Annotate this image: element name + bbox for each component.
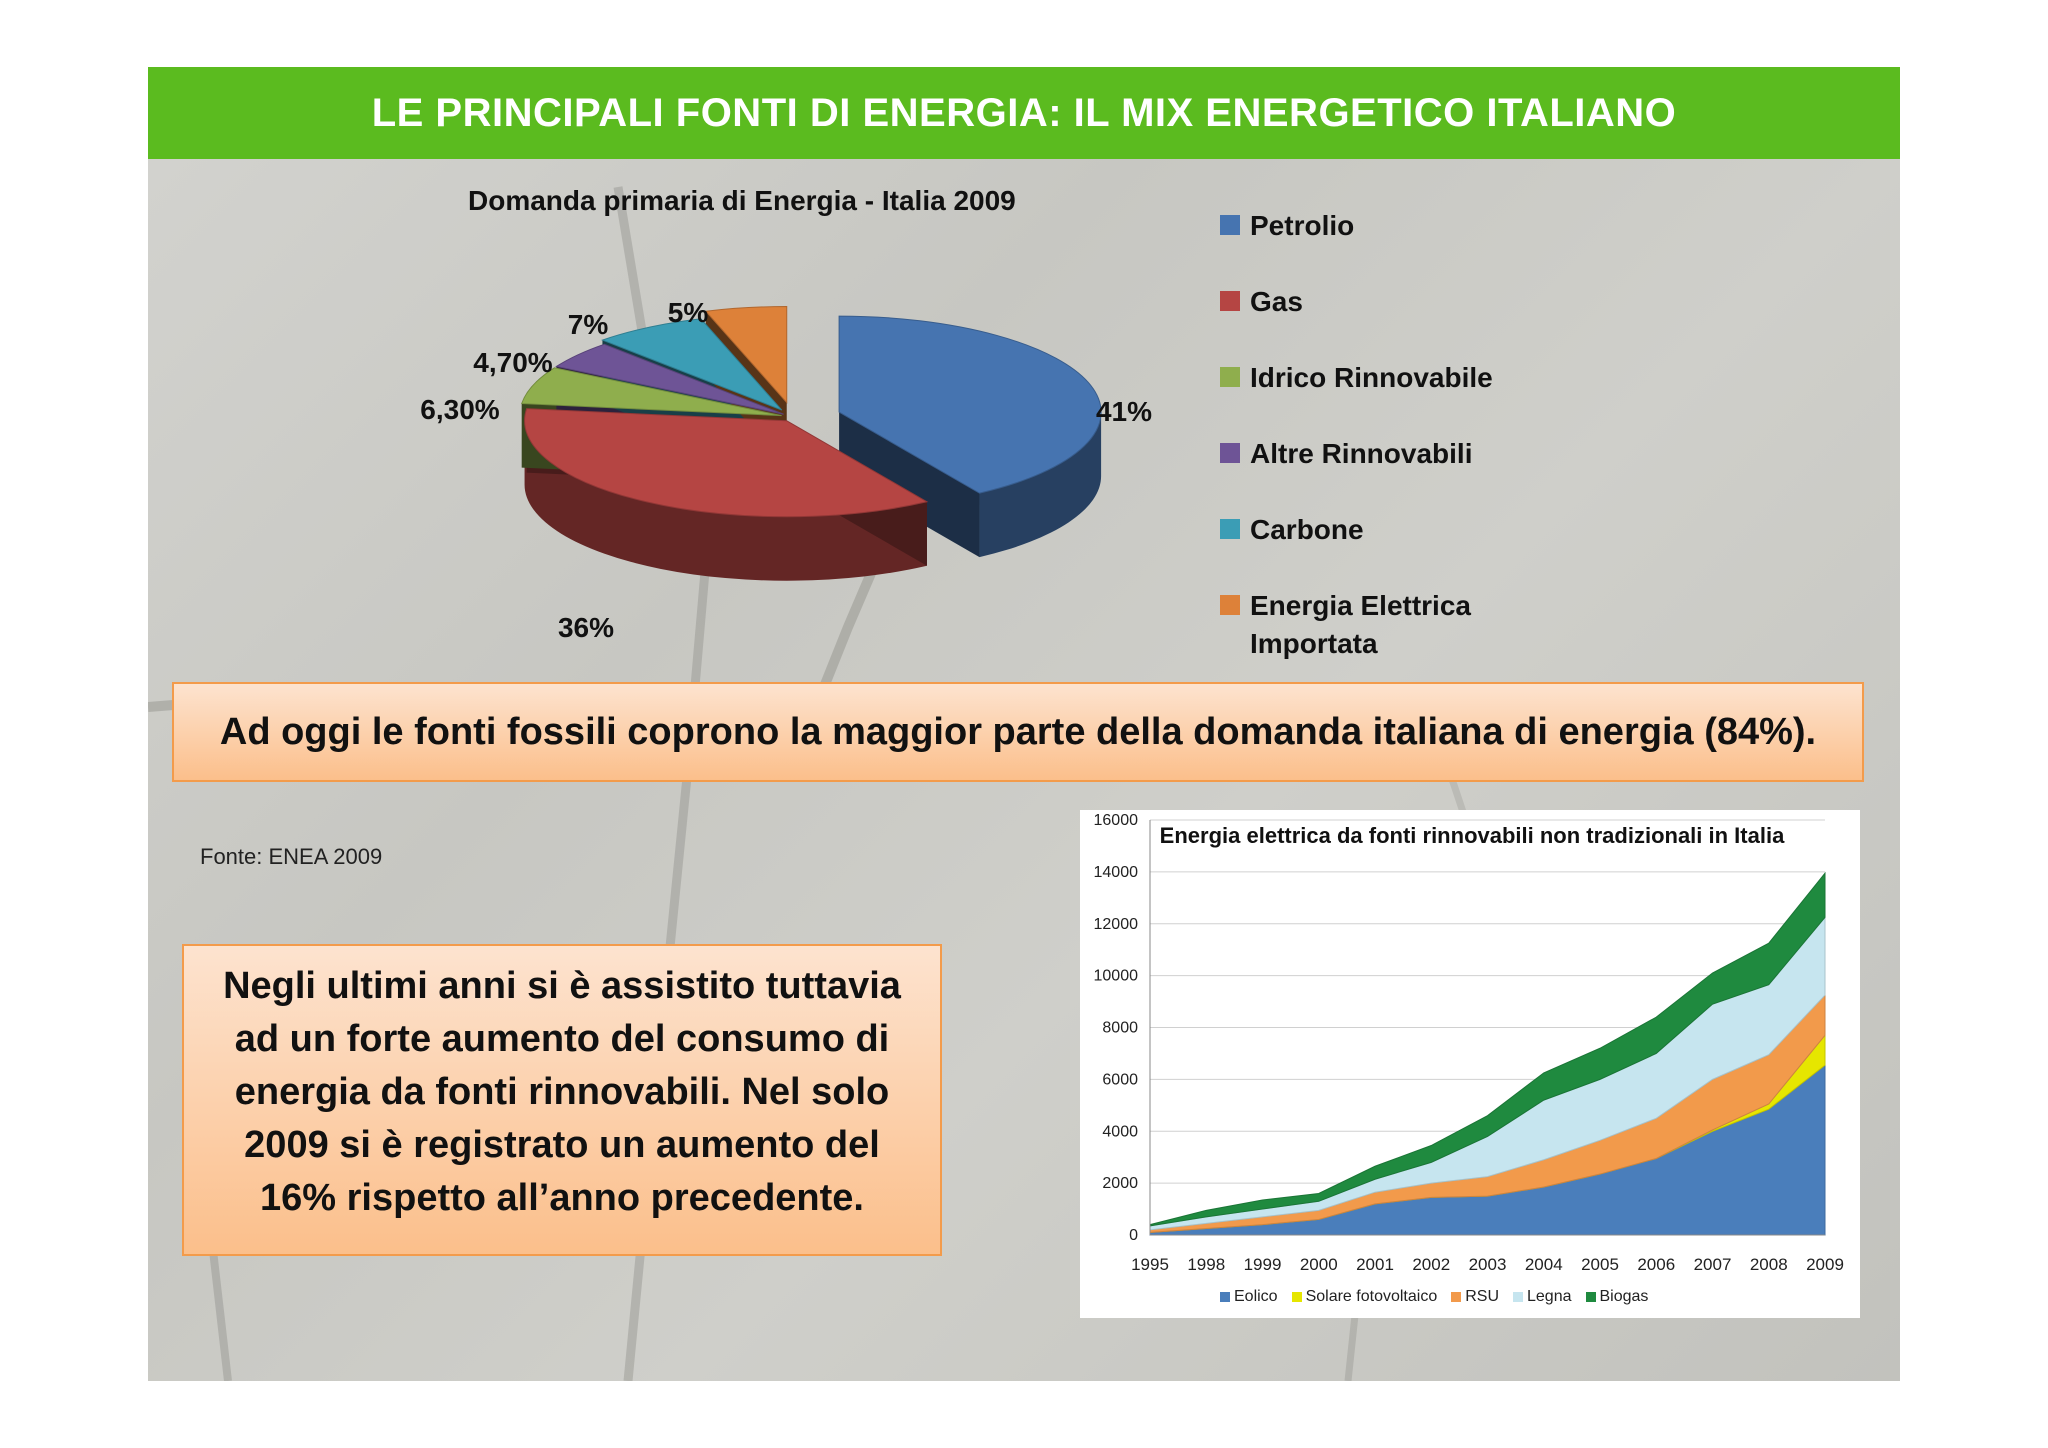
pie-slice-label: 7% <box>568 309 609 340</box>
pie-slice-label: 36% <box>558 612 614 643</box>
x-tick-label: 1995 <box>1131 1255 1169 1274</box>
area-legend-label: Biogas <box>1599 1288 1649 1305</box>
pie-slice-wall <box>839 412 980 558</box>
x-tick-label: 2003 <box>1469 1255 1507 1274</box>
pie-slice <box>520 367 782 417</box>
area-legend-item: Eolico <box>1220 1288 1278 1306</box>
legend-item: Energia Elettrica Importata <box>1220 587 1530 663</box>
pie-chart-title: Domanda primaria di Energia - Italia 200… <box>468 185 1016 216</box>
x-tick-label: 2007 <box>1694 1255 1732 1274</box>
y-tick-label: 6000 <box>1102 1071 1138 1088</box>
y-tick-label: 10000 <box>1094 968 1139 985</box>
y-tick-label: 2000 <box>1102 1175 1138 1192</box>
area-chart-legend: Eolico Solare fotovoltaico RSU Legna Biogas <box>1220 1288 1648 1306</box>
legend-item: Gas <box>1220 283 1530 321</box>
area-legend-swatch <box>1291 1292 1302 1302</box>
legend-swatch <box>1220 595 1240 615</box>
area-legend-swatch <box>1585 1292 1596 1302</box>
pie-slice-side <box>979 412 1102 558</box>
pie-slice-label: 6,30% <box>420 394 499 425</box>
y-tick-label: 0 <box>1129 1227 1138 1244</box>
legend-label: Carbone <box>1250 514 1364 545</box>
source-note: Fonte: ENEA 2009 <box>200 844 383 869</box>
y-tick-label: 4000 <box>1102 1123 1138 1140</box>
pie-slice <box>838 315 1102 494</box>
pie-slice-label: 4,70% <box>473 347 552 378</box>
area-legend-swatch <box>1220 1292 1230 1302</box>
legend-swatch <box>1220 519 1240 539</box>
legend-label: Altre Rinnovabili <box>1250 438 1473 469</box>
pie-slice <box>600 318 783 411</box>
legend-swatch <box>1220 367 1240 387</box>
renewables-callout: Negli ultimi anni si è assistito tuttavi… <box>182 944 942 1256</box>
pie-slice <box>555 343 784 415</box>
x-tick-label: 2000 <box>1300 1255 1338 1274</box>
area-chart-plot: 0 2000 4000 6000 8000 10000 12000 14000 16000 199… <box>1094 812 1844 1274</box>
legend-label: Petrolio <box>1250 210 1355 241</box>
legend-swatch <box>1220 443 1240 463</box>
legend-label: Idrico Rinnovabile <box>1250 362 1493 393</box>
area-legend-swatch <box>1451 1292 1462 1302</box>
pie-slice-label: 41% <box>1096 396 1152 427</box>
x-tick-label: 1998 <box>1187 1255 1225 1274</box>
fossil-callout: Ad oggi le fonti fossili coprono la magg… <box>172 682 1864 782</box>
x-tick-label: 2001 <box>1356 1255 1394 1274</box>
x-tick-label: 2004 <box>1525 1255 1563 1274</box>
legend-item: Carbone <box>1220 511 1530 549</box>
area-legend-label: Eolico <box>1234 1288 1278 1305</box>
slide: LE PRINCIPALI FONTI DI ENERGIA: IL MIX E… <box>148 67 1900 1381</box>
area-legend-item: Biogas <box>1585 1288 1649 1306</box>
pie-slice <box>524 408 929 518</box>
area-chart-title: Energia elettrica da fonti rinnovabili n… <box>1159 823 1785 848</box>
y-tick-label: 8000 <box>1102 1020 1138 1037</box>
page-title: LE PRINCIPALI FONTI DI ENERGIA: IL MIX E… <box>371 90 1677 135</box>
legend-item: Idrico Rinnovabile <box>1220 359 1530 397</box>
area-series <box>1149 871 1826 1227</box>
area-legend-item: Solare fotovoltaico <box>1291 1288 1438 1306</box>
legend-item: Petrolio <box>1220 207 1530 245</box>
x-tick-label: 2005 <box>1581 1255 1619 1274</box>
area-legend-item: Legna <box>1513 1288 1572 1306</box>
area-legend-label: Solare fotovoltaico <box>1305 1288 1438 1305</box>
legend-label: Energia Elettrica Importata <box>1250 590 1471 659</box>
x-tick-label: 2008 <box>1750 1255 1788 1274</box>
legend-label: Gas <box>1250 286 1303 317</box>
y-tick-label: 12000 <box>1094 916 1139 933</box>
legend-swatch <box>1220 215 1240 235</box>
pie-chart: 41% 36% 6,30% 4,70% 7% 5% <box>420 297 1152 643</box>
y-tick-label: 16000 <box>1094 812 1139 829</box>
legend-item: Altre Rinnovabili <box>1220 435 1530 473</box>
area-legend-label: RSU <box>1465 1288 1499 1305</box>
pie-slice-label: 5% <box>668 297 709 328</box>
x-tick-label: 1999 <box>1244 1255 1282 1274</box>
area-legend-label: Legna <box>1527 1288 1572 1305</box>
pie-slice-side <box>524 420 927 581</box>
area-legend-item: RSU <box>1451 1288 1499 1306</box>
x-tick-label: 2009 <box>1806 1255 1844 1274</box>
y-tick-label: 14000 <box>1094 864 1139 881</box>
pie-slice <box>704 306 788 404</box>
area-legend-swatch <box>1513 1292 1523 1302</box>
title-bar: LE PRINCIPALI FONTI DI ENERGIA: IL MIX E… <box>148 67 1900 159</box>
x-tick-label: 2006 <box>1637 1255 1675 1274</box>
legend-swatch <box>1220 291 1240 311</box>
x-tick-label: 2002 <box>1412 1255 1450 1274</box>
area-chart: 0 2000 4000 6000 8000 10000 12000 14000 16000 199… <box>1080 810 1860 1318</box>
